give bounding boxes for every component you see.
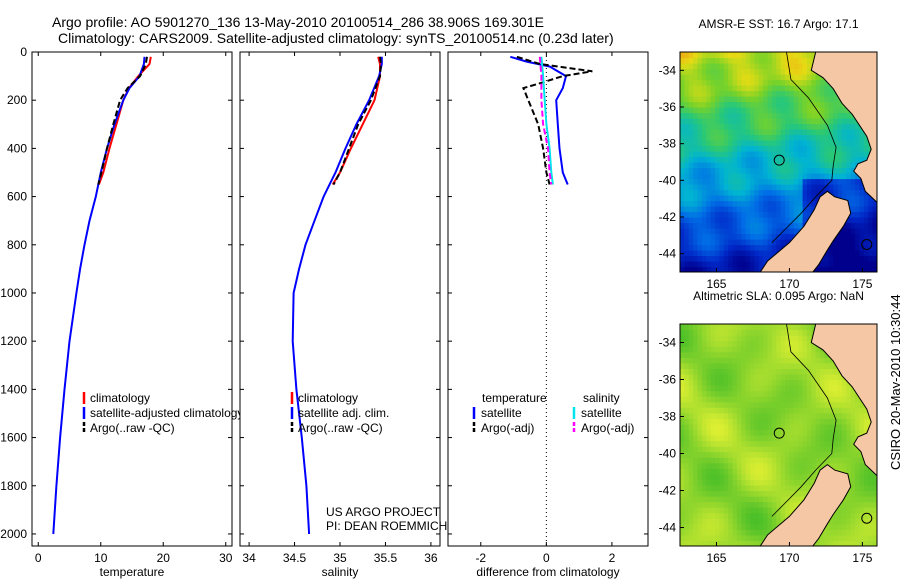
map-title: AMSR-E SST: 16.7 Argo: 17.1 <box>698 17 858 31</box>
map-y-tick-label: -36 <box>659 100 677 114</box>
map-panels: AMSR-E SST: 16.7 Argo: 17.1 -34 -36 -38 -40 -… <box>659 17 878 565</box>
x-tick-label: -2 <box>475 551 486 565</box>
south-island-land <box>759 463 852 546</box>
map-x-tick-label: 165 <box>706 277 726 291</box>
x-axis-label: difference from climatology <box>476 565 619 579</box>
legend-label: climatology <box>298 391 358 405</box>
map-sla_map: Altimetric SLA: 0.095 Argo: NaN -34 -36 -38… <box>659 289 878 565</box>
figure-title-line-1: Argo profile: AO 5901270_136 13-May-2010… <box>52 14 544 30</box>
x-tick-label: 35 <box>333 551 347 565</box>
map-y-tick-label: -34 <box>659 63 677 77</box>
map-x-tick-label: 175 <box>852 551 872 565</box>
map-land <box>759 324 877 546</box>
x-axis-label: salinity <box>322 565 359 579</box>
x-tick-label: 20 <box>157 551 171 565</box>
legend-label: Argo(..raw -QC) <box>298 421 383 435</box>
y-tick-label: 800 <box>7 238 27 252</box>
x-tick-label: 30 <box>219 551 233 565</box>
legend-label: satellite adj. clim. <box>298 406 389 420</box>
shelf-contour <box>771 324 837 517</box>
map-frame <box>679 51 878 273</box>
y-tick-label: 400 <box>7 141 27 155</box>
x-tick-label: 34 <box>242 551 256 565</box>
x-tick-label: 0 <box>35 551 42 565</box>
panel-temperature: 0 200 400 600 800 1000 1200 1400 1600 1800 2000 0 10… <box>0 45 243 579</box>
north-island-land <box>810 52 877 203</box>
figure-title-line-2: Climatology: CARS2009. Satellite-adjuste… <box>58 30 614 46</box>
y-tick-label: 1000 <box>0 286 27 300</box>
legend-header-salinity: salinity <box>583 391 620 405</box>
y-tick-label: 1600 <box>0 431 27 445</box>
y-tick-label: 200 <box>7 93 27 107</box>
x-tick-label: 2 <box>609 551 616 565</box>
legend-label: satellite-adjusted climatology <box>90 406 243 420</box>
plot-frame-difference <box>447 51 649 547</box>
panel-salinity: 34 34.5 35 35.5 36 salinity climatologysatelli… <box>239 51 447 579</box>
x-tick-label: 0 <box>543 551 550 565</box>
x-axis-label: temperature <box>100 565 165 579</box>
legend-label: Argo(..raw -QC) <box>90 421 175 435</box>
y-tick-label: 0 <box>20 45 27 59</box>
north-island-land <box>810 324 877 477</box>
map-y-tick-label: -38 <box>659 137 677 151</box>
y-tick-label: 1200 <box>0 334 27 348</box>
map-y-tick-label: -34 <box>659 336 677 350</box>
legend-label: Argo(-adj) <box>481 421 534 435</box>
y-tick-label: 1400 <box>0 382 27 396</box>
map-x-tick-label: 165 <box>706 551 726 565</box>
shelf-contour <box>771 52 837 243</box>
legend-label: climatology <box>90 391 150 405</box>
csiro-timestamp-watermark: CSIRO 20-May-2010 10:30:44 <box>888 294 900 470</box>
map-y-tick-label: -38 <box>659 410 677 424</box>
plot-frame-temperature <box>31 51 233 547</box>
annotation-project: US ARGO PROJECT <box>326 505 441 519</box>
south-island-land <box>759 190 852 272</box>
x-tick-label: 36 <box>424 551 438 565</box>
series-line-argo-raw-qc- <box>332 56 382 185</box>
series-line-salinity-satellite <box>540 56 554 185</box>
secondary-marker <box>861 512 873 524</box>
plot-frame-salinity <box>239 51 441 547</box>
map-y-tick-label: -44 <box>659 521 677 535</box>
series-line-temperature-argo-adj- <box>516 55 593 185</box>
map-y-tick-label: -42 <box>659 210 677 224</box>
y-tick-label: 1800 <box>0 479 27 493</box>
series-line-salinity-argo-adj- <box>538 56 553 185</box>
x-tick-label: 34.5 <box>283 551 307 565</box>
map-y-tick-label: -44 <box>659 247 677 261</box>
series-line-satellite-adjusted-climatology <box>52 56 146 535</box>
map-y-tick-label: -36 <box>659 373 677 387</box>
map-x-tick-label: 170 <box>779 551 799 565</box>
map-y-tick-label: -40 <box>659 173 677 187</box>
map-x-tick-label: 175 <box>852 277 872 291</box>
map-title: Altimetric SLA: 0.095 Argo: NaN <box>693 289 864 303</box>
annotation-pi: PI: DEAN ROEMMICH <box>326 519 447 533</box>
x-tick-label: 35.5 <box>374 551 398 565</box>
map-land <box>759 52 877 272</box>
argo-position-marker <box>773 427 785 439</box>
series-line-argo-raw-qc- <box>97 56 148 185</box>
legend-header-temperature: temperature <box>482 391 547 405</box>
map-y-tick-label: -42 <box>659 484 677 498</box>
legend-label: satellite <box>481 406 522 420</box>
x-tick-label: 10 <box>94 551 108 565</box>
argo-position-marker <box>773 154 785 166</box>
y-tick-label: 600 <box>7 190 27 204</box>
legend-label: satellite <box>581 406 622 420</box>
legend-label: Argo(-adj) <box>581 421 634 435</box>
map-y-tick-label: -40 <box>659 447 677 461</box>
map-sst_map: AMSR-E SST: 16.7 Argo: 17.1 -34 -36 -38 -40 -… <box>659 17 878 291</box>
series-line-satellite-adj-clim- <box>291 56 383 535</box>
map-x-tick-label: 170 <box>779 277 799 291</box>
y-tick-label: 2000 <box>0 527 27 541</box>
map-frame <box>679 323 878 547</box>
secondary-marker <box>861 239 873 250</box>
